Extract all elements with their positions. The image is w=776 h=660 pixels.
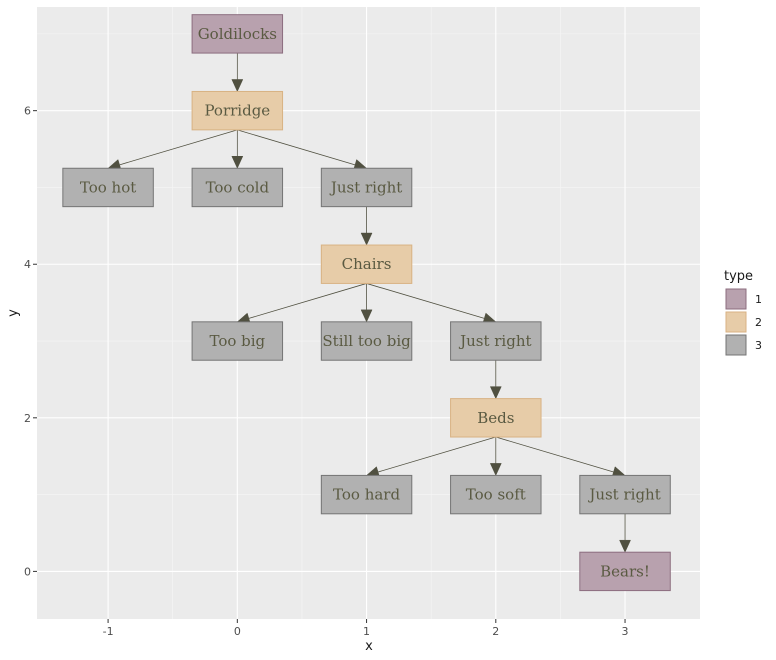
y-axis-title: y — [6, 309, 21, 317]
node-label: Too cold — [206, 178, 270, 196]
x-tick-label: 0 — [234, 625, 241, 638]
y-tick-label: 0 — [24, 565, 31, 578]
node-box — [191, 90, 284, 131]
edge-porridge-to-too-cold — [231, 129, 244, 169]
legend-key-1: 1 — [725, 288, 762, 310]
node-label: Too hard — [333, 486, 400, 504]
arrowhead — [489, 463, 502, 477]
legend-label: 3 — [755, 339, 762, 352]
node-too-big: Too big — [191, 321, 284, 361]
node-label: Still too big — [322, 332, 411, 350]
node-box — [320, 474, 413, 515]
arrowhead — [619, 539, 631, 553]
legend-swatch — [725, 311, 747, 333]
edge-line — [366, 283, 485, 319]
node-just-right-2: Just right — [450, 321, 542, 361]
arrowhead — [360, 309, 373, 323]
node-box — [579, 474, 671, 515]
y-tick-label: 4 — [24, 258, 31, 271]
node-just-right-1: Just right — [320, 167, 413, 208]
arrowhead — [489, 386, 502, 400]
legend-swatch — [725, 334, 747, 356]
tree-edges — [107, 53, 631, 553]
tree-nodes: Goldilocks Porridge Too hot Too cold Just ri… — [62, 14, 671, 592]
edge-porridge-to-just-right-1 — [237, 129, 368, 171]
legend-key-2: 2 — [725, 311, 762, 333]
node-label: Just right — [329, 178, 402, 196]
legend: type 1 2 3 — [724, 269, 762, 356]
node-box — [191, 167, 284, 208]
edge-just-right-3-to-bears — [619, 513, 631, 553]
y-tick-label: 6 — [24, 105, 31, 118]
legend-label: 1 — [755, 293, 762, 306]
legend-label: 2 — [755, 316, 762, 329]
node-label: Chairs — [342, 255, 392, 273]
node-label: Goldilocks — [198, 25, 277, 43]
node-box — [450, 321, 542, 361]
node-label: Too hot — [80, 178, 136, 196]
node-too-hot: Too hot — [62, 167, 154, 208]
node-bears: Bears! — [579, 551, 671, 592]
node-box — [579, 551, 671, 592]
legend-swatch — [725, 288, 747, 310]
y-tick-label: 2 — [24, 412, 31, 425]
node-goldilocks: Goldilocks — [191, 14, 284, 54]
node-porridge: Porridge — [191, 90, 284, 131]
axis-ticks: -1 0 1 2 3 0 2 4 6 — [24, 105, 629, 638]
x-tick-label: 3 — [622, 625, 629, 638]
node-label: Too soft — [466, 486, 526, 504]
node-too-cold: Too cold — [191, 167, 284, 208]
edge-chairs-to-still-too-big — [360, 283, 373, 323]
edge-line — [119, 129, 238, 166]
edge-line — [248, 283, 367, 319]
node-box — [320, 244, 413, 284]
node-too-soft: Too soft — [450, 474, 542, 515]
node-label: Just right — [458, 332, 531, 350]
node-beds: Beds — [450, 398, 542, 438]
node-label: Just right — [587, 486, 660, 504]
node-label: Porridge — [204, 102, 270, 120]
node-box — [450, 474, 542, 515]
node-label: Bears! — [600, 562, 650, 580]
node-box — [191, 14, 284, 54]
legend-keys: 1 2 3 — [725, 288, 762, 356]
node-box — [450, 398, 542, 438]
edge-beds-to-too-soft — [489, 437, 502, 477]
node-box — [320, 167, 413, 208]
arrowhead — [231, 156, 244, 169]
node-label: Beds — [477, 409, 514, 427]
x-axis-title: x — [365, 639, 373, 654]
edge-just-right-1-to-chairs — [360, 206, 373, 246]
arrowhead — [360, 232, 373, 246]
node-label: Too big — [209, 332, 265, 350]
x-tick-label: -1 — [103, 625, 114, 638]
edge-line — [237, 129, 356, 166]
x-tick-label: 2 — [492, 625, 499, 638]
legend-title: type — [724, 269, 753, 284]
node-too-hard: Too hard — [320, 474, 413, 515]
arrowhead — [231, 79, 244, 93]
edge-line — [377, 436, 496, 473]
node-box — [62, 167, 154, 208]
node-chairs: Chairs — [320, 244, 413, 284]
edge-line — [495, 436, 614, 473]
legend-key-3: 3 — [725, 334, 762, 356]
node-just-right-3: Just right — [579, 474, 671, 515]
node-still-too-big: Still too big — [320, 321, 413, 361]
node-box — [320, 321, 413, 361]
edge-goldilocks-to-porridge — [231, 53, 244, 93]
x-tick-label: 1 — [363, 625, 370, 638]
node-box — [191, 321, 284, 361]
edge-just-right-2-to-beds — [489, 360, 502, 400]
